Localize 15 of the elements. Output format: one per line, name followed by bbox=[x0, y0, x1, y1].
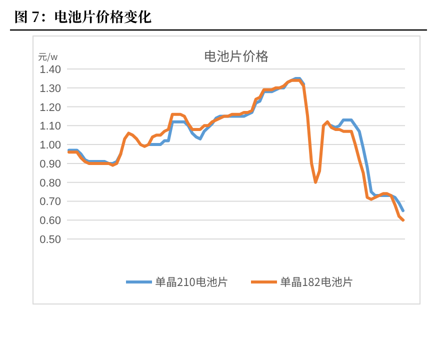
y-tick-label: 1.00 bbox=[40, 140, 61, 152]
legend-label: 单晶210电池片 bbox=[155, 274, 228, 290]
legend-label: 单晶182电池片 bbox=[280, 274, 354, 290]
y-tick-label: 1.20 bbox=[40, 102, 61, 114]
y-tick-label: 0.70 bbox=[40, 196, 61, 208]
y-tick-label: 0.50 bbox=[40, 234, 61, 246]
chart-title: 图 7：电池片价格变化 bbox=[14, 7, 152, 27]
chart-subtitle: 电池片价格 bbox=[203, 46, 269, 65]
y-tick-label: 0.90 bbox=[40, 158, 61, 170]
y-tick-label: 0.60 bbox=[40, 215, 61, 228]
y-tick-label: 1.30 bbox=[40, 82, 61, 95]
y-tick-label: 1.10 bbox=[40, 120, 61, 133]
y-tick-label: 0.80 bbox=[40, 177, 61, 190]
y-axis-title: 元/w bbox=[38, 50, 58, 63]
y-tick-label: 1.40 bbox=[40, 64, 61, 76]
